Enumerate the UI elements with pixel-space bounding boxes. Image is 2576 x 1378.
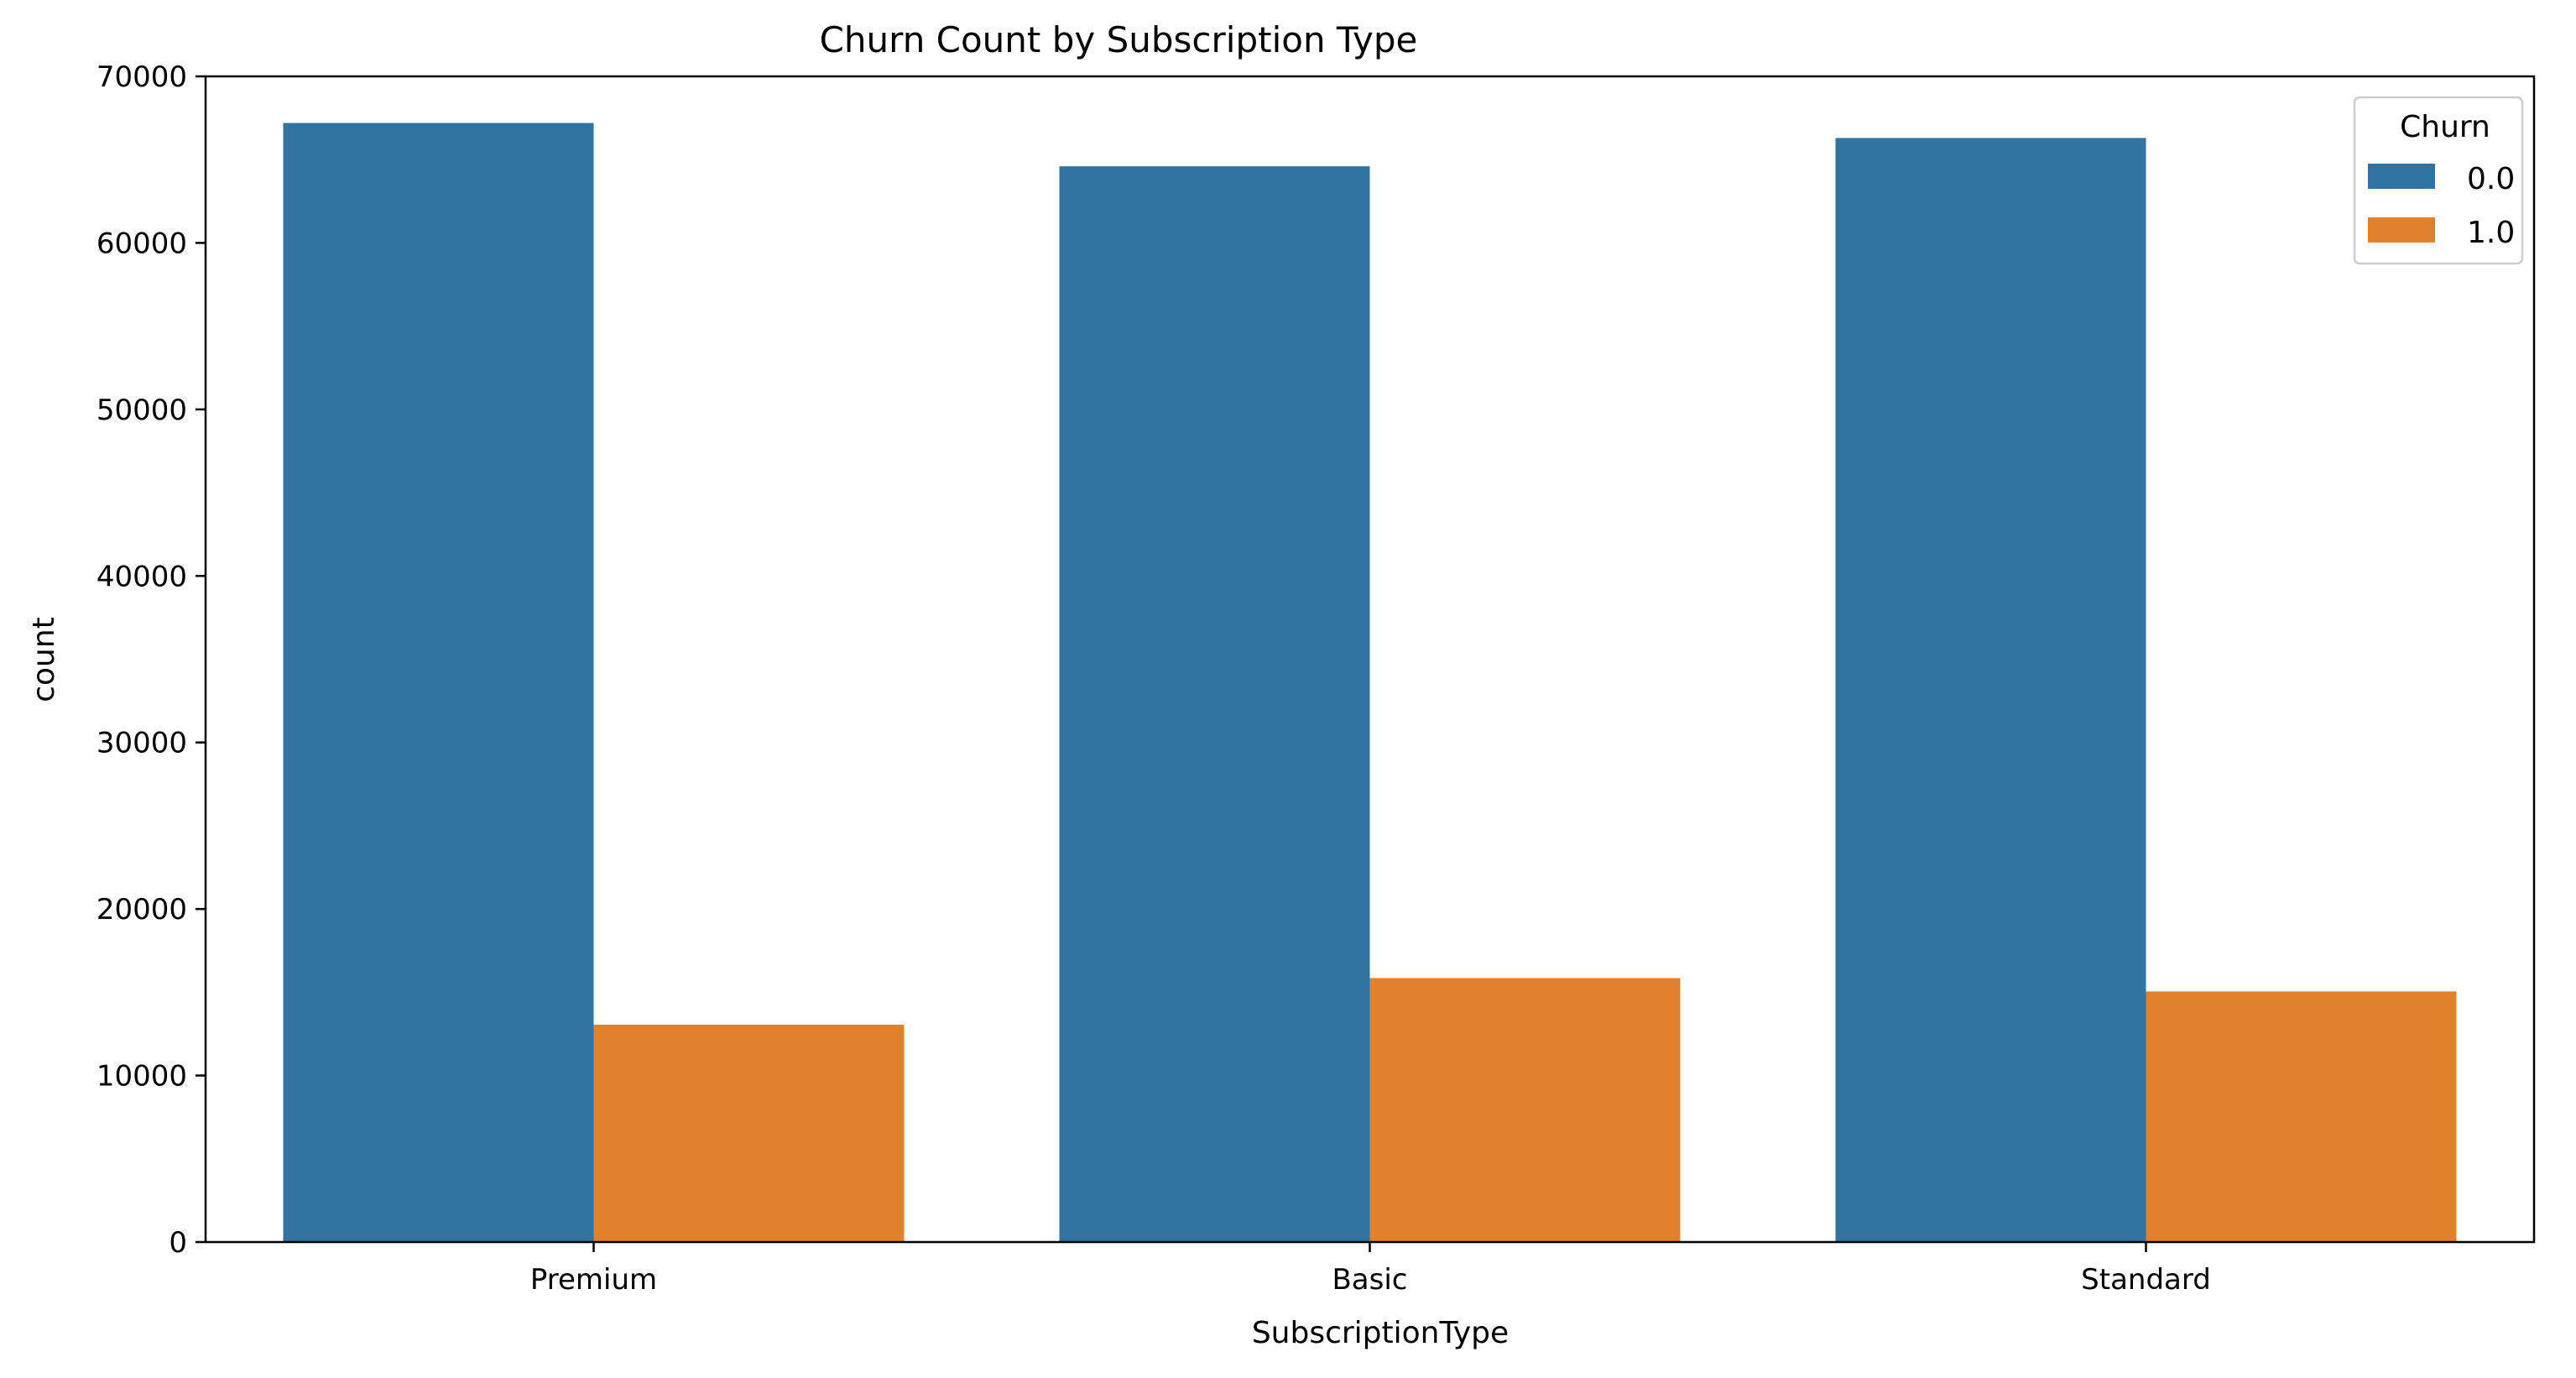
y-axis-ticks: 0 10000 20000 30000 40000 50000 60000 70000 [96,60,206,1260]
x-axis-ticks: Premium Basic Standard [530,1242,2211,1297]
y-tick-label: 40000 [96,560,187,593]
y-tick-label: 60000 [96,227,187,260]
y-axis-label: count [27,617,61,702]
bar-premium-series-0 [283,123,594,1242]
legend-label-series-1: 1.0 [2467,216,2515,250]
legend-title: Churn [2400,110,2490,144]
x-tick-label-premium: Premium [530,1263,657,1297]
chart-title: Churn Count by Subscription Type [820,19,1418,60]
bars-group [283,123,2457,1243]
y-tick-label: 30000 [96,727,187,760]
bar-basic-series-0 [1059,166,1370,1243]
x-tick-label-basic: Basic [1332,1263,1407,1297]
legend-label-series-0: 0.0 [2467,162,2515,196]
bar-premium-series-1 [593,1025,905,1242]
y-tick-label: 50000 [96,394,187,427]
x-axis-label: SubscriptionType [1252,1316,1509,1350]
bar-standard-series-1 [2146,991,2457,1242]
y-tick-label: 20000 [96,893,187,926]
legend-swatch-series-1 [2368,217,2435,243]
y-tick-label: 10000 [96,1060,187,1094]
y-tick-label: 70000 [96,60,187,94]
bar-basic-series-1 [1369,978,1681,1242]
bar-standard-series-0 [1835,138,2146,1242]
plot-frame [204,75,2536,1244]
legend-swatch-series-0 [2368,164,2435,189]
legend: Churn 0.0 1.0 [2353,96,2524,265]
y-tick-label: 0 [169,1226,187,1260]
x-tick-label-standard: Standard [2081,1263,2211,1297]
